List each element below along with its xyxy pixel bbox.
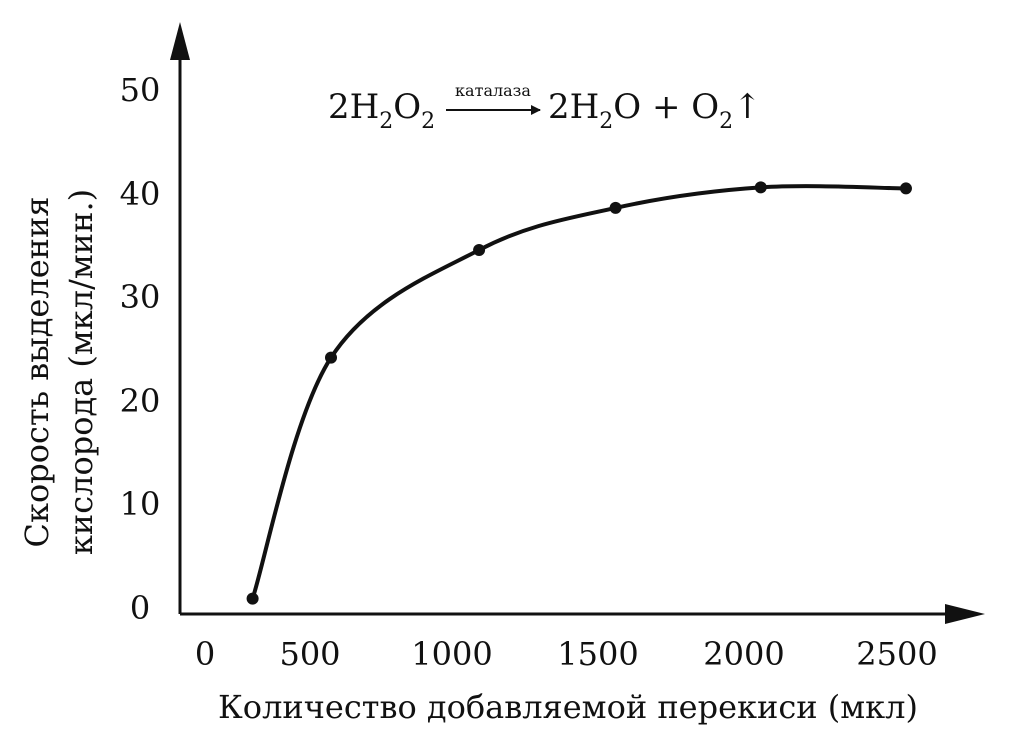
- y-tick-label: 30: [120, 278, 161, 316]
- reaction-equation: 2H2O2 каталаза 2H2O + O2↑: [328, 81, 762, 134]
- data-point: [754, 181, 767, 194]
- x-tick-label: 1500: [557, 635, 638, 673]
- x-axis-arrow-icon: [945, 604, 985, 624]
- series-line: [250, 184, 906, 600]
- x-tick-label: 0: [195, 635, 215, 673]
- y-tick-label: 40: [120, 175, 161, 213]
- data-point: [473, 243, 486, 256]
- catalyst-label: каталаза: [455, 81, 531, 100]
- data-point: [325, 351, 337, 364]
- x-axis-label: Количество добавляемой перекиси (мкл): [218, 688, 918, 726]
- y-tick-label: 20: [120, 382, 161, 420]
- y-tick-label: 50: [120, 71, 161, 109]
- axes: [170, 22, 985, 624]
- equation-left: 2H2O2: [328, 87, 435, 134]
- x-tick-label: 1000: [411, 635, 492, 673]
- x-tick-label: 2500: [856, 635, 937, 673]
- y-tick-label: 10: [120, 485, 161, 523]
- y-tick-labels: 0 10 20 30 40 50: [120, 71, 161, 627]
- x-tick-label: 2000: [703, 635, 784, 673]
- y-axis-label-line2: кислорода (мкл/мин.): [62, 189, 100, 555]
- equation-right: 2H2O + O2↑: [548, 87, 762, 134]
- y-axis-label: Скорость выделения кислорода (мкл/мин.): [18, 189, 100, 555]
- y-axis-arrow-icon: [170, 22, 190, 60]
- x-tick-labels: 0 500 1000 1500 2000 2500: [195, 635, 938, 673]
- y-tick-label: 0: [130, 589, 150, 627]
- data-point: [899, 182, 912, 195]
- x-tick-label: 500: [279, 635, 340, 673]
- series-layer: [246, 181, 912, 605]
- y-axis-label-line1: Скорость выделения: [18, 197, 56, 548]
- data-point: [246, 592, 259, 605]
- data-point: [609, 201, 622, 214]
